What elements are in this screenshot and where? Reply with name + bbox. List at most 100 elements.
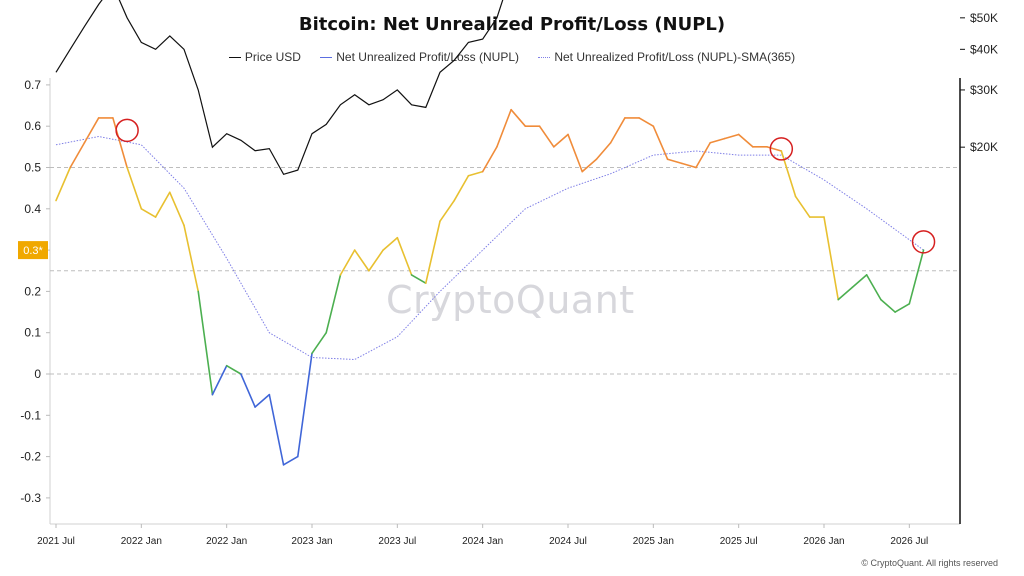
nupl-line-segment [723,133,740,140]
legend-swatch-price [228,57,241,59]
nupl-line-segment [168,191,185,227]
nupl-current-tag-bg [18,241,48,260]
legend-swatch-nupl-sma [538,57,551,59]
nupl-line-segment [69,141,86,169]
nupl-line-segment [183,224,200,293]
nupl-line-segment [538,125,555,148]
left-tick-label: 0 [34,367,41,381]
right-tick-label: $40K [970,42,998,56]
x-tick-label: 2026 Jul [890,536,928,547]
nupl-line-segment [197,290,214,396]
nupl-line-segment [268,393,285,466]
nupl-line-segment [709,137,726,144]
nupl-line-segment [240,373,256,408]
chart-title: Bitcoin: Net Unrealized Profit/Loss (NUP… [298,14,726,35]
nupl-current-tag: 0.3* [23,245,43,257]
nupl-line-segment [311,331,328,355]
nupl-line-segment [396,236,413,276]
x-tick-label: 2022 Jan [206,536,247,547]
nupl-line-segment [680,162,697,169]
left-tick-label: -0.2 [20,450,41,464]
nupl-sma-line [55,135,924,361]
nupl-line-segment [780,150,797,198]
nupl-line-segment [353,249,370,272]
nupl-line-segment [467,170,484,177]
nupl-line-segment [652,125,669,161]
sma-cross-marker [769,137,794,161]
x-tick-label: 2022 Jan [121,536,162,547]
nupl-line-segment [481,146,498,173]
nupl-line-segment [382,236,399,251]
x-tick-label: 2025 Jan [633,536,674,547]
nupl-line-segment [410,274,427,284]
nupl-line-segment [837,286,854,301]
x-tick-label: 2021 Jul [37,536,75,547]
nupl-line-segment [567,133,584,173]
nupl-line-segment [794,195,811,218]
nupl-line-segment [339,249,356,276]
nupl-line-segment [140,208,157,218]
sma-cross-marker [115,118,139,143]
left-tick-label: 0.4 [24,202,41,216]
nupl-line-segment [424,220,441,284]
nupl-line-segment [851,274,868,289]
nupl-line-segment [325,274,342,334]
nupl-line-segment [126,166,143,210]
left-tick-label: -0.1 [20,408,41,422]
right-tick-label: $50K [970,11,998,25]
nupl-line-segment [666,158,683,165]
nupl-line-segment [154,191,171,218]
x-tick-label: 2026 Jan [803,536,844,547]
legend-label-price: Price USD [244,49,301,64]
nupl-line-segment [296,352,313,458]
left-tick-label: 0.7 [24,78,41,92]
legend-item-nupl[interactable]: Net Unrealized Profit/Loss (NUPL) [320,50,519,64]
nupl-line-segment [609,117,626,144]
nupl-line-segment [225,364,242,375]
nupl-line-segment [595,141,612,161]
nupl-line-segment [737,133,754,148]
nupl-line-segment [894,302,911,313]
x-tick-label: 2024 Jan [462,536,503,547]
x-tick-label: 2024 Jul [549,536,587,547]
nupl-line-segment [823,216,840,301]
nupl-line-segment [880,298,896,313]
price-line [55,0,504,176]
copyright-notice: © CryptoQuant. All rights reserved [861,558,998,568]
nupl-line-segment [510,108,527,127]
right-tick-label: $20K [970,140,998,154]
nupl-line-segment [254,393,271,408]
nupl-line-segment [496,108,512,148]
nupl-line-segment [581,158,598,173]
nupl-line-segment [282,455,299,466]
legend-label-nupl: Net Unrealized Profit/Loss (NUPL) [336,49,519,64]
cryptoquant-watermark: CryptoQuant [386,278,635,322]
nupl-line-segment [865,274,882,301]
nupl-line-segment [766,146,783,152]
nupl-line-segment [695,141,712,169]
left-tick-label: 0.2 [24,284,41,298]
x-tick-label: 2023 Jul [378,536,416,547]
legend-label-nupl-sma: Net Unrealized Profit/Loss (NUPL)-SMA(36… [554,49,796,64]
left-tick-label: 0.6 [24,119,41,133]
nupl-line-segment [368,249,384,272]
legend-item-nupl-sma[interactable]: Net Unrealized Profit/Loss (NUPL)-SMA(36… [538,50,795,64]
nupl-line-segment [439,199,456,222]
legend-swatch-nupl [320,57,333,59]
nupl-line-segment [552,133,569,148]
left-tick-label: 0.5 [24,161,41,175]
legend-item-price[interactable]: Price USD [228,49,301,64]
nupl-line-segment [211,364,228,396]
nupl-line-segment [638,117,655,127]
left-tick-label: -0.3 [20,491,41,505]
legend: Price USD Net Unrealized Profit/Loss (NU… [0,49,1024,64]
nupl-line-segment [453,174,470,202]
sma-cross-marker [911,230,936,254]
x-tick-label: 2025 Jul [720,536,758,547]
right-tick-label: $30K [970,83,998,97]
nupl-line-segment [908,249,925,305]
x-tick-label: 2023 Jan [291,536,332,547]
nupl-line-segment [55,166,72,202]
nupl-line-segment [112,117,128,169]
